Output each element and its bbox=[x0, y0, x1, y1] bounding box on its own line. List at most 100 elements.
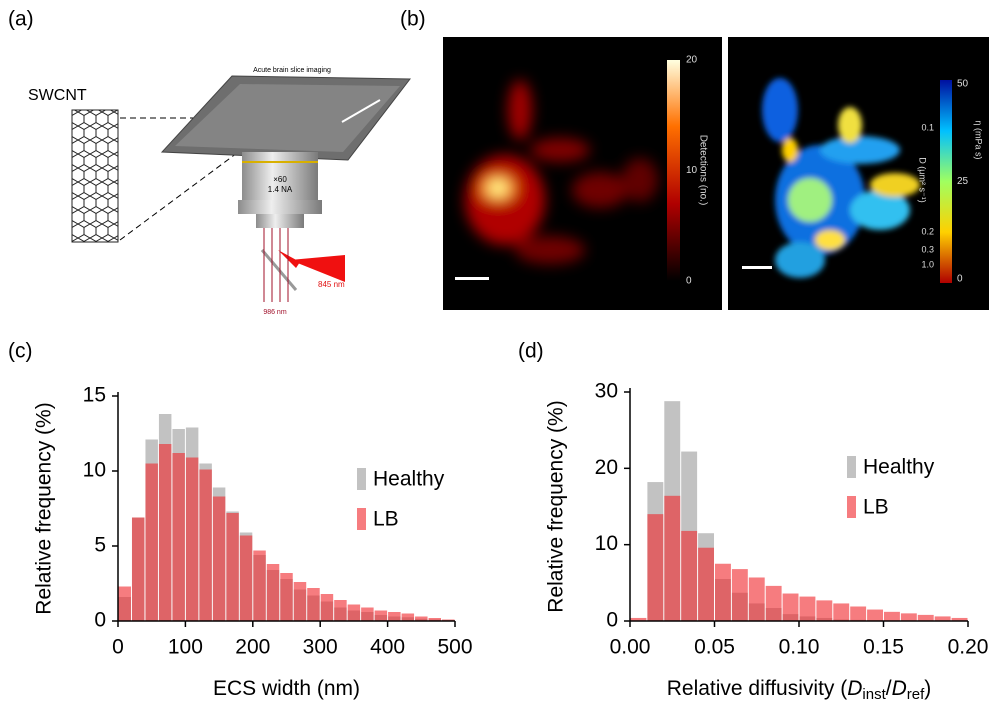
bar bbox=[347, 604, 361, 621]
panel-label: (b) bbox=[400, 8, 426, 31]
colorbar-tick-label: 10 bbox=[686, 165, 698, 176]
bar bbox=[900, 613, 917, 621]
nanotube bbox=[71, 109, 119, 243]
bar bbox=[715, 563, 731, 621]
colorbar-tick-label: 1.0 bbox=[921, 259, 934, 269]
colorbar-tick-label: 20 bbox=[686, 55, 698, 66]
x-tick-label: 0.20 bbox=[948, 636, 989, 659]
panel-label: (a) bbox=[8, 8, 34, 31]
legend-label: LB bbox=[373, 508, 399, 531]
bar bbox=[145, 463, 158, 621]
colorbar-tick-label: 0.2 bbox=[921, 226, 934, 236]
scale-bar bbox=[341, 99, 381, 123]
bar bbox=[415, 616, 428, 621]
bar bbox=[934, 616, 951, 621]
bar bbox=[374, 610, 388, 621]
legend-swatch bbox=[357, 468, 366, 490]
y-tick-label: 0 bbox=[606, 609, 618, 632]
bar bbox=[664, 495, 681, 621]
bar bbox=[401, 613, 415, 621]
x-axis-label: ECS width (nm) bbox=[213, 677, 360, 700]
legend-label: LB bbox=[863, 496, 889, 519]
bar bbox=[428, 618, 442, 621]
objective-label: 1.4 NA bbox=[268, 185, 293, 194]
colorbar-tick-label: 0.1 bbox=[921, 122, 934, 132]
excitation-label: 845 nm bbox=[318, 280, 345, 289]
bar bbox=[118, 586, 131, 621]
colorbar-tick-label: 0 bbox=[957, 274, 963, 285]
x-tick-label: 0.15 bbox=[863, 636, 904, 659]
bar bbox=[199, 469, 212, 621]
bar bbox=[293, 582, 307, 621]
y-tick-label: 30 bbox=[595, 380, 618, 403]
x-axis-label-part: / bbox=[886, 677, 892, 700]
bar bbox=[131, 517, 145, 621]
bar bbox=[185, 457, 199, 621]
x-tick-label: 400 bbox=[370, 636, 405, 659]
x-tick-label: 200 bbox=[235, 636, 270, 659]
x-tick-label: 0.05 bbox=[694, 636, 735, 659]
bar bbox=[681, 530, 698, 621]
emission-label: 986 nm bbox=[263, 309, 287, 316]
colorbar-label: η (mPa s) bbox=[974, 120, 984, 159]
bar bbox=[731, 569, 748, 621]
objective-label: ×60 bbox=[273, 175, 287, 184]
bar bbox=[253, 550, 266, 621]
colorbar bbox=[667, 60, 680, 281]
x-axis-label: Relative diffusivity (Dinst/Dref) bbox=[667, 677, 932, 703]
bar bbox=[647, 514, 664, 621]
bar bbox=[320, 594, 334, 621]
y-tick-label: 20 bbox=[595, 456, 618, 479]
slice-title: Acute brain slice imaging bbox=[253, 67, 331, 74]
panel-label: (d) bbox=[518, 340, 544, 363]
x-axis-label-part: ref bbox=[907, 686, 925, 703]
y-tick-label: 0 bbox=[94, 609, 106, 632]
colorbar bbox=[940, 80, 952, 283]
bar bbox=[334, 600, 347, 621]
x-tick-label: 500 bbox=[437, 636, 472, 659]
bar bbox=[266, 564, 280, 621]
colorbar-label: Detections (no.) bbox=[697, 135, 708, 206]
bar bbox=[816, 600, 833, 621]
bar bbox=[833, 603, 850, 621]
excitation-beam bbox=[278, 250, 300, 268]
bar bbox=[172, 453, 185, 621]
x-tick-label: 0.10 bbox=[779, 636, 820, 659]
x-axis-label-part: ECS width (nm) bbox=[213, 677, 360, 700]
legend-swatch bbox=[847, 456, 856, 478]
bar bbox=[917, 614, 934, 621]
bar bbox=[212, 496, 226, 621]
legend-label: Healthy bbox=[863, 456, 935, 479]
bar bbox=[158, 444, 172, 621]
diffusion-map: D (μm² s⁻¹) η (mPa s) bbox=[728, 37, 989, 310]
bar bbox=[782, 593, 799, 621]
schematic: SWCNT Acute brain slice imaging ×60 1.4 … bbox=[28, 67, 411, 316]
nanotube-label: SWCNT bbox=[28, 87, 87, 104]
colorbar-label: D (μm² s⁻¹) bbox=[918, 157, 928, 202]
bar bbox=[951, 617, 968, 621]
legend-swatch bbox=[847, 496, 856, 518]
y-tick-label: 10 bbox=[83, 459, 106, 482]
scale-bar bbox=[455, 277, 489, 280]
y-tick-label: 10 bbox=[595, 532, 618, 555]
x-tick-label: 300 bbox=[303, 636, 338, 659]
bar bbox=[307, 588, 320, 621]
bar bbox=[698, 547, 714, 621]
legend-label: Healthy bbox=[373, 468, 445, 491]
bar bbox=[280, 573, 293, 621]
bar bbox=[388, 612, 401, 621]
x-axis-label-part: inst bbox=[862, 686, 886, 703]
x-axis-label-part: Relative diffusivity ( bbox=[667, 677, 848, 700]
bar bbox=[748, 577, 765, 621]
x-tick-label: 100 bbox=[168, 636, 203, 659]
bar bbox=[850, 606, 867, 621]
y-tick-label: 15 bbox=[83, 384, 106, 407]
detection-map: Detections (no.) bbox=[443, 37, 722, 310]
scale-bar bbox=[742, 266, 772, 269]
objective bbox=[238, 200, 322, 214]
colorbar-tick-label: 25 bbox=[957, 176, 969, 187]
bar bbox=[765, 585, 782, 621]
y-tick-label: 5 bbox=[94, 534, 106, 557]
bar bbox=[867, 609, 883, 621]
